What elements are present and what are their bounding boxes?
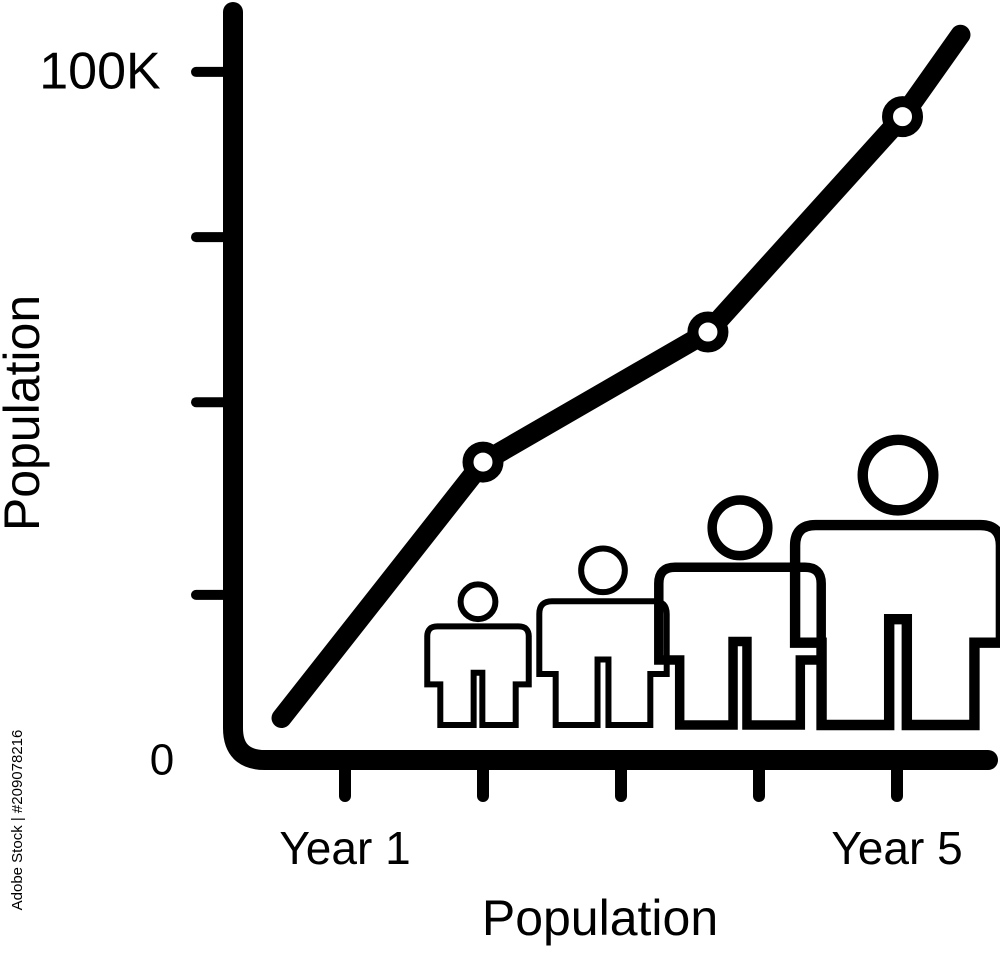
x-axis-title: Population	[482, 890, 718, 946]
y-tick-label: 0	[150, 736, 174, 785]
person-head	[857, 434, 939, 516]
line	[271, 24, 971, 729]
person-body	[427, 626, 529, 725]
x-tick-label: Year 1	[279, 822, 410, 874]
person-head	[457, 581, 499, 623]
watermark: Adobe Stock | #209078216	[9, 730, 26, 911]
people-icons	[427, 434, 1000, 725]
person-head	[578, 545, 628, 596]
point-marker	[687, 311, 729, 353]
person-head	[707, 495, 773, 561]
person-icon	[539, 545, 666, 725]
person-icon	[427, 581, 529, 725]
axes	[223, 2, 998, 770]
person-icon	[659, 495, 821, 725]
y-axis-title: Population	[0, 295, 50, 531]
person-icon	[795, 434, 1000, 725]
x-tick-label: Year 5	[831, 822, 962, 874]
point-marker	[462, 441, 504, 483]
point-marker	[882, 96, 924, 138]
person-body	[539, 601, 666, 725]
y-tick-label: 100K	[39, 43, 161, 101]
